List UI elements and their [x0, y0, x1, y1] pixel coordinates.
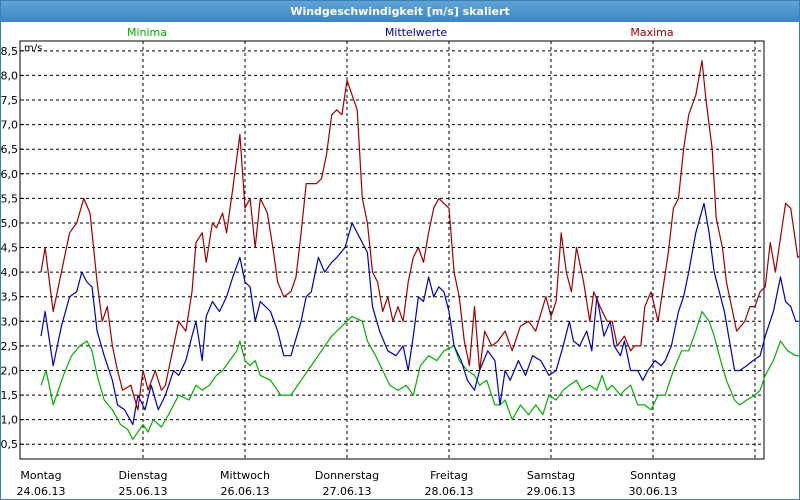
y-tick-label: 2,5: [1, 340, 18, 353]
x-tick-date: 30.06.13: [629, 485, 678, 498]
x-tick-date: 24.06.13: [17, 485, 66, 498]
y-tick-label: 7,5: [1, 94, 18, 107]
series-line-maxima: [40, 60, 799, 411]
y-tick-label: 8,5: [1, 45, 18, 58]
y-tick-label: 3,5: [1, 291, 18, 304]
y-tick-label: 6,5: [1, 143, 18, 156]
x-tick-date: 29.06.13: [527, 485, 576, 498]
x-tick-weekday: Sonntag: [630, 469, 676, 482]
x-tick-date: 27.06.13: [323, 485, 372, 498]
series-lines: [40, 60, 799, 440]
legend-minima: Minima: [127, 26, 167, 39]
y-tick-label: 1,0: [1, 414, 18, 427]
y-axis-label: m/s: [24, 43, 42, 54]
y-tick-label: 3,0: [1, 315, 18, 328]
x-axis: Montag 24.06.13 Dienstag 25.06.13 Mittwoch 26…: [17, 469, 678, 498]
x-tick-weekday: Montag: [20, 469, 61, 482]
x-tick-weekday: Freitag: [430, 469, 468, 482]
x-tick-weekday: Mittwoch: [220, 469, 270, 482]
plot-area: [19, 40, 765, 460]
y-tick-label: 8,0: [1, 69, 18, 82]
legend: Minima Mittelwerte Maxima: [127, 26, 674, 39]
y-tick-label: 2,0: [1, 364, 18, 377]
x-tick-weekday: Samstag: [527, 469, 575, 482]
x-tick-weekday: Dienstag: [118, 469, 167, 482]
legend-mittelwerte: Mittelwerte: [385, 26, 448, 39]
series-line-minima: [40, 310, 799, 440]
y-tick-label: 7,0: [1, 119, 18, 132]
y-tick-label: 1,5: [1, 389, 18, 402]
wind-speed-chart: m/s 0,5 1,0 1,5 2,0 2,5 3,0 3,5 4,0 4,5 5,0 5,5 6,0 6…: [1, 26, 799, 498]
grid: [20, 41, 764, 459]
y-tick-label: 5,5: [1, 192, 18, 205]
series-line-mittelwerte: [40, 202, 799, 426]
y-tick-label: 5,0: [1, 217, 18, 230]
x-tick-date: 28.06.13: [425, 485, 474, 498]
y-tick-label: 4,0: [1, 266, 18, 279]
window-title: Windgeschwindigkeit [m/s] skaliert: [1, 1, 799, 22]
y-axis: m/s 0,5 1,0 1,5 2,0 2,5 3,0 3,5 4,0 4,5 5,0 5,5 6,0 6…: [1, 43, 42, 451]
x-tick-weekday: Donnerstag: [315, 469, 379, 482]
y-tick-label: 6,0: [1, 168, 18, 181]
y-tick-label: 0,5: [1, 438, 18, 451]
x-tick-date: 25.06.13: [119, 485, 168, 498]
y-tick-label: 4,5: [1, 242, 18, 255]
legend-maxima: Maxima: [630, 26, 673, 39]
x-tick-date: 26.06.13: [221, 485, 270, 498]
